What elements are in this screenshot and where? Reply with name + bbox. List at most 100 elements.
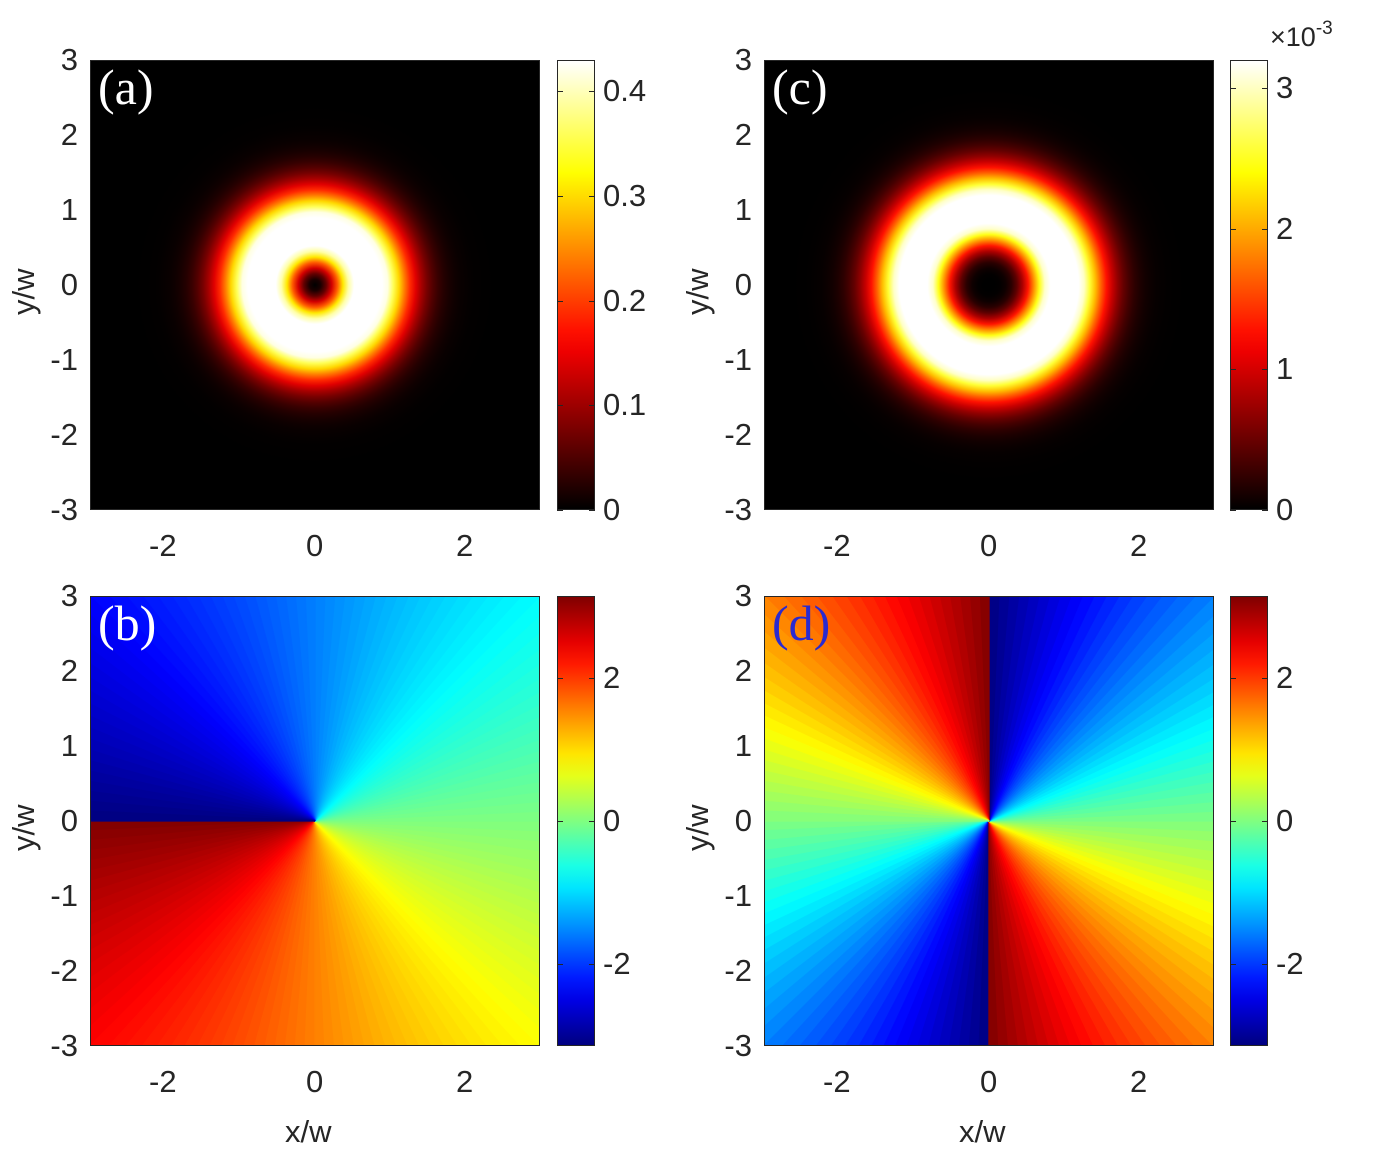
panel-label: (b) xyxy=(98,595,157,651)
colorbar-tick xyxy=(1230,510,1236,511)
colorbar-tick-label: 3 xyxy=(1276,70,1294,106)
colorbar-tick xyxy=(589,91,595,93)
x-tick-label: 0 xyxy=(980,1064,998,1099)
y-tick-label: 2 xyxy=(60,117,78,152)
y-tick-label: 3 xyxy=(60,578,78,613)
y-axis-label: y/w xyxy=(6,804,41,852)
colorbar-tick-label: 0 xyxy=(603,492,621,527)
colorbar-tick xyxy=(1262,510,1268,511)
colorbar-tick xyxy=(1230,821,1236,822)
y-tick-label: -3 xyxy=(50,492,78,527)
y-tick-label: -2 xyxy=(724,953,752,988)
y-tick-label: 1 xyxy=(60,728,78,763)
y-tick-label: 0 xyxy=(734,267,752,302)
plot-area-b xyxy=(90,596,540,1046)
colorbar-tick xyxy=(589,196,595,198)
colorbar-tick-label: 2 xyxy=(603,659,621,695)
colorbar-tick xyxy=(557,677,563,679)
intensity-ring xyxy=(91,61,539,509)
colorbar-tick xyxy=(557,91,563,93)
y-tick-label: 2 xyxy=(734,653,752,688)
colorbar-tick xyxy=(1262,88,1268,90)
colorbar-tick xyxy=(557,821,563,822)
colorbar-tick xyxy=(1262,677,1268,679)
plot-area-a xyxy=(90,60,540,510)
y-tick-label: -2 xyxy=(724,417,752,452)
colorbar-tick-label: 0.2 xyxy=(603,282,647,318)
phase-wedge xyxy=(765,810,990,822)
colorbar-tick-label: -2 xyxy=(1276,946,1304,982)
y-axis-label: y/w xyxy=(680,268,715,316)
panel-label: (d) xyxy=(772,595,831,651)
y-tick-label: -1 xyxy=(724,342,752,377)
colorbar-tick-label: 0 xyxy=(1276,803,1294,838)
colorbar xyxy=(557,60,595,510)
y-tick-label: 1 xyxy=(734,192,752,227)
panel-label: (c) xyxy=(772,59,828,115)
colorbar-tick xyxy=(557,964,563,966)
colorbar-tick xyxy=(1230,677,1236,679)
colorbar-tick-label: 0.4 xyxy=(603,73,647,109)
intensity-ring xyxy=(765,61,1213,509)
x-tick-label: 2 xyxy=(1130,528,1148,563)
x-axis-label: x/w xyxy=(959,1114,1006,1149)
x-tick-label: -2 xyxy=(823,1064,851,1099)
y-tick-label: -3 xyxy=(50,1028,78,1063)
colorbar-tick xyxy=(557,300,563,302)
colorbar-tick xyxy=(1230,88,1236,90)
colorbar-tick-label: 0 xyxy=(603,803,621,838)
y-tick-label: -3 xyxy=(724,1028,752,1063)
colorbar-tick xyxy=(557,405,563,407)
colorbar-tick xyxy=(589,964,595,966)
colorbar-tick xyxy=(589,300,595,302)
y-tick-label: 3 xyxy=(734,42,752,77)
colorbar-tick xyxy=(1230,369,1236,371)
colorbar-tick-label: 2 xyxy=(1276,210,1294,246)
y-tick-label: -2 xyxy=(50,417,78,452)
x-tick-label: 0 xyxy=(306,528,324,563)
plot-area-c xyxy=(764,60,1214,510)
colorbar-exponent: ×10-3 xyxy=(1270,18,1333,53)
colorbar-tick-label: 0.1 xyxy=(603,387,647,423)
y-tick-label: -1 xyxy=(724,878,752,913)
phase-wedge xyxy=(91,810,316,822)
y-tick-label: 0 xyxy=(60,267,78,302)
heatmap-image xyxy=(91,597,539,1045)
y-axis-label: y/w xyxy=(680,804,715,852)
y-axis-label: y/w xyxy=(6,268,41,316)
x-tick-label: -2 xyxy=(149,528,177,563)
y-tick-label: 0 xyxy=(734,803,752,838)
plot-area-d xyxy=(764,596,1214,1046)
colorbar-tick xyxy=(589,405,595,407)
heatmap-image xyxy=(765,61,1213,509)
colorbar-tick-label: 0.3 xyxy=(603,178,647,214)
colorbar-tick xyxy=(1262,964,1268,966)
y-tick-label: -2 xyxy=(50,953,78,988)
y-tick-label: 3 xyxy=(734,578,752,613)
x-tick-label: 2 xyxy=(1130,1064,1148,1099)
y-tick-label: 2 xyxy=(60,653,78,688)
x-axis-label: x/w xyxy=(285,1114,332,1149)
colorbar-tick xyxy=(1262,821,1268,822)
colorbar-tick xyxy=(557,196,563,198)
y-tick-label: 1 xyxy=(734,728,752,763)
x-tick-label: 2 xyxy=(456,1064,474,1099)
colorbar-tick xyxy=(1230,228,1236,230)
colorbar-tick-label: 1 xyxy=(1276,351,1294,387)
x-tick-label: 0 xyxy=(980,528,998,563)
y-tick-label: -1 xyxy=(50,878,78,913)
y-tick-label: 2 xyxy=(734,117,752,152)
colorbar-tick-label: 0 xyxy=(1276,492,1294,527)
exponent-power: -3 xyxy=(1315,18,1333,39)
colorbar-tick-label: 2 xyxy=(1276,659,1294,695)
y-tick-label: 3 xyxy=(60,42,78,77)
colorbar-tick xyxy=(589,677,595,679)
panel-label: (a) xyxy=(98,59,154,115)
y-tick-label: 0 xyxy=(60,803,78,838)
x-tick-label: -2 xyxy=(149,1064,177,1099)
colorbar-tick xyxy=(557,510,563,511)
heatmap-image xyxy=(765,597,1213,1045)
colorbar-tick-label: -2 xyxy=(603,946,631,982)
x-tick-label: 0 xyxy=(306,1064,324,1099)
